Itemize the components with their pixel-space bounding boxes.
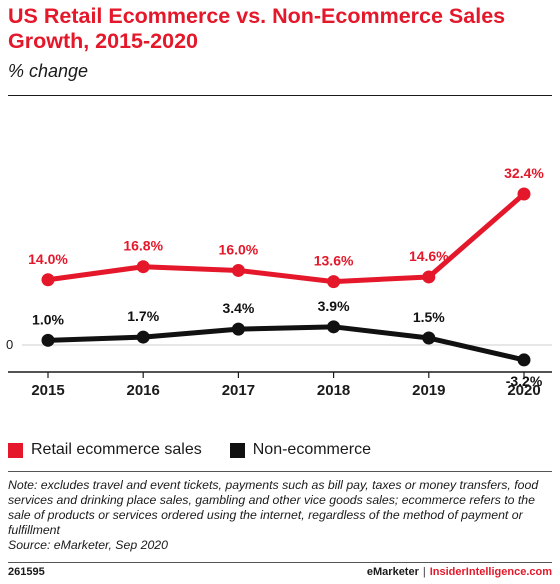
data-point-non-ecommerce xyxy=(517,353,531,367)
x-tick-label: 2020 xyxy=(507,382,540,399)
x-tick-label: 2015 xyxy=(31,382,64,399)
legend-swatch-ecommerce xyxy=(8,442,23,458)
data-label-ecommerce: 16.8% xyxy=(123,238,163,254)
data-label-non-ecommerce: 1.7% xyxy=(127,308,159,324)
x-tick-label: 2019 xyxy=(412,382,445,399)
data-label-ecommerce: 14.6% xyxy=(409,248,449,264)
data-point-ecommerce xyxy=(231,263,245,277)
data-label-ecommerce: 32.4% xyxy=(504,165,544,181)
data-point-non-ecommerce xyxy=(327,320,341,334)
chart-legend: Retail ecommerce sales Non-ecommerce xyxy=(8,441,399,459)
data-label-non-ecommerce: -3.2% xyxy=(506,373,543,389)
x-tick-label: 2017 xyxy=(222,382,255,399)
y-tick-label-zero: 0 xyxy=(6,337,13,352)
data-label-ecommerce: 13.6% xyxy=(314,253,354,269)
chart-note: Note: excludes travel and event tickets,… xyxy=(8,478,554,553)
footer: 261595 eMarketer | InsiderIntelligence.com xyxy=(8,566,552,582)
data-label-ecommerce: 14.0% xyxy=(28,251,68,267)
data-label-non-ecommerce: 3.9% xyxy=(318,298,350,314)
data-point-non-ecommerce xyxy=(136,330,150,344)
chart-id: 261595 xyxy=(8,566,45,578)
series-line-non-ecommerce xyxy=(45,324,527,363)
data-point-ecommerce xyxy=(422,270,436,284)
brand-insider-intelligence: InsiderIntelligence.com xyxy=(429,566,552,578)
legend-label-non-ecommerce: Non-ecommerce xyxy=(252,441,371,458)
data-point-ecommerce xyxy=(327,275,341,289)
source-text: Source: eMarketer, Sep 2020 xyxy=(8,538,168,552)
data-label-non-ecommerce: 1.5% xyxy=(413,309,445,325)
data-point-ecommerce xyxy=(41,273,55,287)
data-point-ecommerce xyxy=(136,260,150,274)
series-line-ecommerce xyxy=(45,191,527,285)
chart-subtitle: % change xyxy=(8,61,89,81)
legend-item-non-ecommerce: Non-ecommerce xyxy=(229,441,371,459)
line-chart: 0 2015 2016 2017 2018 2019 2020 14.0% 16.8% 16.0%… xyxy=(6,165,552,399)
top-divider xyxy=(8,95,552,96)
chart-title: US Retail Ecommerce vs. Non-Ecommerce Sa… xyxy=(8,4,506,53)
footer-divider xyxy=(8,562,552,563)
note-text: Note: excludes travel and event tickets,… xyxy=(8,478,539,537)
data-point-non-ecommerce xyxy=(422,331,436,345)
notes-divider xyxy=(8,471,552,472)
brand-emarketer: eMarketer xyxy=(366,566,419,578)
data-point-non-ecommerce xyxy=(231,322,245,336)
legend-label-ecommerce: Retail ecommerce sales xyxy=(31,441,202,458)
data-label-non-ecommerce: 3.4% xyxy=(222,300,254,316)
footer-brand: eMarketer | InsiderIntelligence.com xyxy=(367,566,552,578)
legend-item-ecommerce: Retail ecommerce sales xyxy=(8,441,202,459)
legend-swatch-non-ecommerce xyxy=(229,442,245,458)
data-point-non-ecommerce xyxy=(41,333,55,347)
x-tick-label: 2018 xyxy=(317,382,350,399)
data-label-ecommerce: 16.0% xyxy=(219,241,259,257)
brand-separator: | xyxy=(422,566,426,578)
data-label-non-ecommerce: 1.0% xyxy=(32,311,64,327)
data-point-ecommerce xyxy=(517,187,531,201)
x-tick-label: 2016 xyxy=(127,382,160,399)
